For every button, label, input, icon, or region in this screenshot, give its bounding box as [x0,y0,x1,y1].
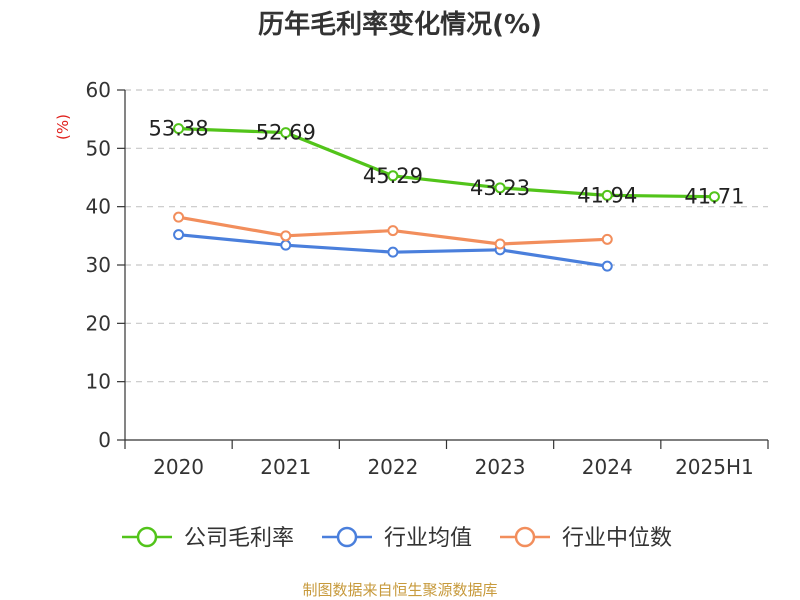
data-label: 41.71 [684,185,744,209]
x-tick-label: 2020 [153,455,204,479]
legend[interactable]: 公司毛利率 行业均值 行业中位数 [122,526,672,551]
data-point[interactable] [494,182,506,194]
y-axis-unit: (%) [54,114,72,140]
data-point[interactable] [280,230,292,242]
series-line [176,127,717,199]
data-label: 45.29 [363,164,423,188]
data-label: 43.23 [470,176,530,200]
axes: 0 10 20 30 40 50 60 2020 2021 2022 2023 2024 2025H1 [86,78,769,479]
x-tick-label: 2023 [475,455,526,479]
data-point[interactable] [494,238,506,250]
legend-swatch-marker [136,526,158,548]
series-group: 53.38 52.69 45.29 43.23 41.94 41.71 [149,117,744,272]
data-label: 52.69 [256,121,316,145]
y-tick-label: 20 [86,311,111,335]
legend-swatch-marker [514,526,536,548]
legend-label: 行业均值 [384,526,472,551]
data-point[interactable] [601,233,613,245]
chart-title: 历年毛利率变化情况(%) [258,9,542,40]
data-point[interactable] [387,246,399,258]
x-tick-label: 2024 [582,455,633,479]
source-footer: 制图数据来自恒生聚源数据库 [302,581,497,599]
data-point[interactable] [708,191,720,203]
x-tick-label: 2025H1 [675,455,754,479]
data-label: 53.38 [149,117,209,141]
y-tick-label: 30 [86,253,111,277]
data-point[interactable] [173,229,185,241]
data-label: 41.94 [577,183,637,207]
data-point[interactable] [387,170,399,182]
x-tick-label: 2022 [367,455,418,479]
y-tick-label: 10 [86,370,111,394]
data-point[interactable] [173,211,185,223]
data-point[interactable] [173,123,185,135]
legend-swatch-marker [336,526,358,548]
legend-item[interactable]: 公司毛利率 [122,526,294,551]
data-point[interactable] [601,189,613,201]
data-point[interactable] [280,127,292,139]
data-point[interactable] [280,239,292,251]
x-tick-label: 2021 [260,455,311,479]
legend-item[interactable]: 行业中位数 [500,526,672,551]
y-tick-label: 0 [98,428,111,452]
data-point[interactable] [601,260,613,272]
y-tick-label: 40 [86,195,111,219]
y-tick-label: 60 [86,78,111,102]
grid-lines [125,89,768,383]
y-tick-label: 50 [86,136,111,160]
legend-label: 公司毛利率 [184,526,294,551]
legend-label: 行业中位数 [562,526,672,551]
legend-item[interactable]: 行业均值 [322,526,472,551]
data-point[interactable] [387,225,399,237]
